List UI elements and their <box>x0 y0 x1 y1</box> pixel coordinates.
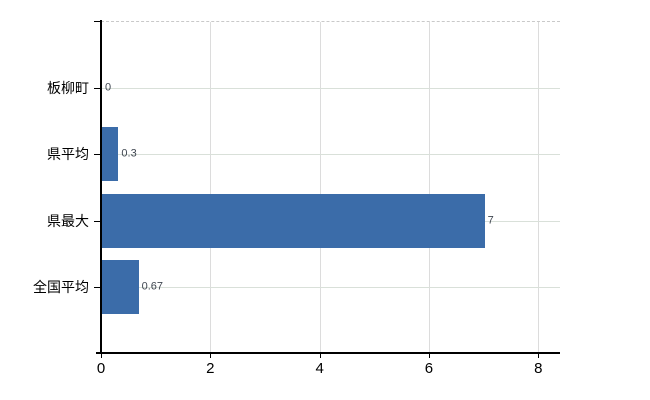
gridline-x <box>319 22 321 353</box>
plot-top-border <box>101 21 560 22</box>
y-tick <box>94 220 101 222</box>
gridline-y <box>101 286 560 288</box>
bar-value-label: 7 <box>487 214 494 227</box>
y-axis-label: 全国平均 <box>33 278 89 295</box>
x-tick-label: 4 <box>315 360 324 377</box>
y-tick <box>94 88 101 90</box>
bar-value-label: 0.3 <box>121 147 137 160</box>
x-axis-line <box>96 352 560 354</box>
y-axis-label: 県平均 <box>47 146 89 163</box>
y-tick <box>94 21 101 22</box>
gridline-x <box>538 22 540 353</box>
x-tick-label: 6 <box>424 360 434 377</box>
bar <box>102 259 139 314</box>
x-tick <box>210 353 212 358</box>
gridline-x <box>428 22 430 353</box>
y-axis-label: 板柳町 <box>47 80 89 97</box>
gridline-y <box>101 88 560 90</box>
y-tick <box>94 154 101 156</box>
bar <box>102 193 485 248</box>
bar-value-label: 0.67 <box>141 280 164 293</box>
x-tick-label: 2 <box>206 360 215 377</box>
x-tick <box>428 353 430 358</box>
x-tick <box>101 353 102 358</box>
x-tick <box>538 353 540 358</box>
x-tick <box>319 353 321 358</box>
bar <box>102 127 119 182</box>
x-tick-label: 0 <box>96 360 106 377</box>
y-tick <box>94 286 101 288</box>
y-axis-line <box>100 20 102 353</box>
y-axis-label: 県最大 <box>47 212 89 229</box>
bar-value-label: 0 <box>105 81 112 94</box>
x-tick-label: 8 <box>534 360 543 377</box>
gridline-y <box>101 154 560 156</box>
gridline-x <box>210 22 212 353</box>
